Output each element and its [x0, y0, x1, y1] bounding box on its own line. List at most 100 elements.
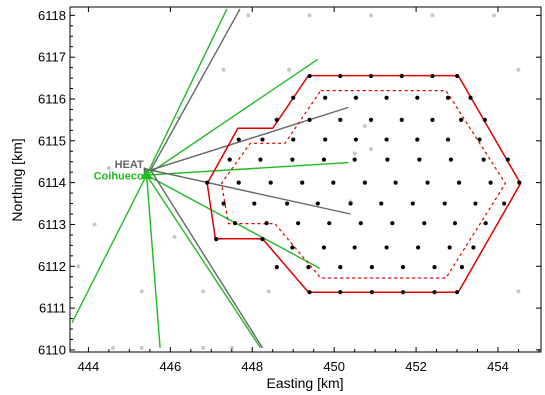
background-station — [369, 13, 374, 18]
background-station — [221, 67, 226, 72]
active-station — [415, 95, 420, 100]
coihueco-label: Coihueco — [94, 170, 144, 182]
active-station — [338, 117, 343, 123]
active-station — [323, 95, 328, 100]
heat-fov-line — [150, 169, 264, 349]
active-station — [284, 201, 290, 206]
active-station — [338, 265, 343, 270]
active-station — [291, 137, 296, 142]
active-station — [214, 236, 219, 242]
coihueco-site-marker — [140, 168, 153, 180]
y-tick-label: 6115 — [38, 133, 66, 148]
active-station — [368, 117, 374, 123]
active-station — [379, 201, 384, 206]
active-station — [327, 221, 332, 226]
background-station — [246, 13, 251, 18]
active-station — [368, 73, 374, 79]
active-station — [400, 290, 406, 295]
active-station — [432, 290, 437, 295]
y-tick-label: 6117 — [38, 50, 66, 65]
active-station — [307, 290, 312, 295]
active-station — [393, 180, 398, 185]
active-station — [445, 137, 451, 142]
coihueco-fov-line — [146, 174, 321, 269]
active-station — [410, 201, 415, 206]
y-tick-label: 6110 — [38, 342, 66, 357]
inner-hexagon — [220, 89, 507, 279]
active-station — [260, 236, 265, 242]
x-tick-label: 450 — [323, 359, 345, 374]
active-station — [338, 73, 343, 79]
active-station — [307, 117, 312, 123]
background-station — [201, 345, 206, 350]
coihueco-fov-line — [145, 8, 228, 176]
background-station — [516, 67, 521, 72]
active-station — [400, 265, 406, 270]
heat-fov-line — [150, 106, 349, 171]
active-station — [358, 221, 363, 226]
heat-label: HEAT — [115, 159, 144, 171]
active-station — [362, 180, 367, 185]
active-station — [321, 245, 327, 250]
background-station — [430, 13, 435, 18]
x-tick-label: 448 — [241, 359, 263, 374]
active-station — [488, 180, 493, 185]
coihueco-fov-line — [146, 58, 319, 176]
x-tick-labels: 444 446 448 450 452 454 — [78, 359, 509, 374]
active-station — [390, 221, 395, 226]
background-station — [229, 345, 234, 350]
y-tick-label: 6113 — [38, 217, 66, 232]
x-axis-title: Easting [km] — [266, 375, 343, 391]
active-station — [296, 221, 301, 226]
active-station — [227, 157, 232, 162]
active-station — [221, 201, 226, 206]
coihueco-fov-line — [146, 161, 349, 176]
y-tick-labels: 6110 6111 6112 6113 6114 6115 6116 6117 6118 — [38, 8, 66, 358]
active-station — [258, 157, 263, 162]
active-station — [384, 95, 389, 100]
y-tick-label: 6118 — [38, 8, 66, 23]
active-station — [306, 265, 311, 270]
active-station — [454, 290, 460, 295]
active-station — [300, 180, 305, 185]
active-station — [348, 201, 353, 206]
x-tick-label: 452 — [405, 359, 427, 374]
active-station — [384, 137, 389, 142]
active-station — [236, 137, 241, 142]
active-station — [369, 290, 374, 295]
active-station — [442, 201, 447, 206]
active-station — [252, 201, 257, 206]
background-station — [362, 124, 367, 129]
active-station — [338, 290, 343, 295]
background-station — [369, 147, 374, 152]
active-station — [483, 221, 488, 226]
active-station — [290, 157, 295, 162]
active-station — [236, 180, 241, 185]
x-tick-label: 446 — [159, 359, 181, 374]
y-tick-label: 6111 — [39, 301, 66, 316]
coihueco-fov-line — [71, 174, 148, 324]
background-station — [307, 13, 312, 18]
active-station — [384, 245, 389, 250]
active-station — [445, 95, 451, 100]
x-tick-label: 454 — [487, 359, 509, 374]
active-station — [468, 95, 473, 100]
coihueco-fov-line — [145, 175, 161, 348]
active-station — [352, 157, 357, 162]
background-station — [106, 166, 111, 170]
heat-fov-line — [150, 169, 351, 215]
active-station — [352, 245, 357, 250]
active-station — [448, 157, 453, 162]
active-station — [291, 95, 296, 100]
background-station — [287, 67, 292, 72]
active-station — [456, 180, 462, 185]
active-station — [321, 157, 327, 162]
active-station — [268, 180, 273, 185]
y-tick-label: 6116 — [38, 92, 66, 107]
fov-lines — [71, 8, 351, 349]
background-station — [352, 151, 357, 156]
active-station — [425, 180, 430, 185]
active-stations — [205, 73, 522, 295]
active-station — [331, 180, 336, 185]
background-station — [266, 289, 271, 294]
